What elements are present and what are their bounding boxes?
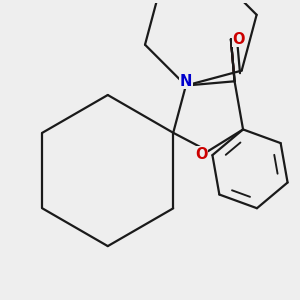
Text: N: N bbox=[180, 74, 192, 88]
Text: O: O bbox=[195, 147, 208, 162]
Text: O: O bbox=[232, 32, 245, 47]
